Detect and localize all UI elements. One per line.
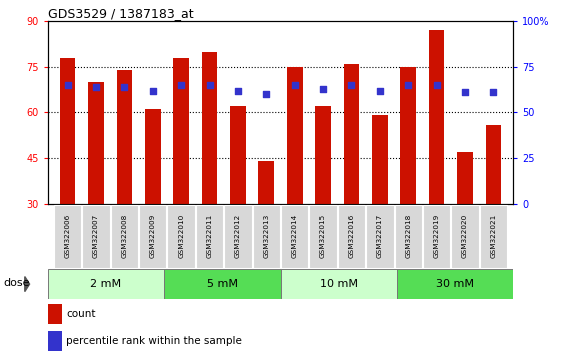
Bar (60, 58, 75, 204)
Point (319, 86, 328, 92)
Bar (401, 67, 416, 204)
Point (148, 88, 157, 93)
Bar (48, 269, 164, 299)
Point (63, 82, 72, 88)
Text: GSM322009: GSM322009 (150, 214, 156, 258)
Bar (196, 205, 223, 268)
Text: GSM322007: GSM322007 (93, 214, 99, 258)
Bar (145, 109, 160, 204)
Bar (315, 106, 331, 204)
Bar (280, 269, 397, 299)
Text: GSM322019: GSM322019 (434, 214, 440, 258)
Bar (452, 205, 479, 268)
Text: 2 mM: 2 mM (90, 279, 121, 289)
Bar (397, 269, 513, 299)
Point (290, 82, 299, 88)
Bar (54, 205, 81, 268)
Text: count: count (66, 309, 96, 319)
Bar (48, 331, 62, 351)
Bar (423, 205, 450, 268)
Bar (111, 205, 138, 268)
Point (489, 90, 498, 95)
Text: GSM322012: GSM322012 (235, 214, 241, 258)
Text: GSM322017: GSM322017 (377, 214, 383, 258)
Bar (252, 205, 280, 268)
Bar (202, 52, 217, 204)
Bar (366, 205, 393, 268)
Point (233, 88, 242, 93)
Bar (486, 125, 501, 204)
Text: GSM322008: GSM322008 (121, 214, 127, 258)
Text: GDS3529 / 1387183_at: GDS3529 / 1387183_at (48, 7, 194, 20)
Text: GSM322016: GSM322016 (348, 214, 355, 258)
Bar (429, 30, 444, 204)
Text: 5 mM: 5 mM (207, 279, 238, 289)
Text: percentile rank within the sample: percentile rank within the sample (66, 336, 242, 346)
Bar (344, 64, 359, 204)
Point (404, 82, 413, 88)
Point (177, 82, 186, 88)
Point (91, 84, 100, 90)
Point (432, 82, 441, 88)
Text: GSM322006: GSM322006 (65, 214, 71, 258)
Text: GSM322020: GSM322020 (462, 214, 468, 258)
Bar (48, 304, 62, 324)
Text: GSM322021: GSM322021 (490, 214, 496, 258)
Text: GSM322010: GSM322010 (178, 214, 184, 258)
Point (205, 82, 214, 88)
Bar (230, 106, 246, 204)
Text: GSM322015: GSM322015 (320, 214, 326, 258)
Text: GSM322018: GSM322018 (405, 214, 411, 258)
Bar (173, 58, 189, 204)
Point (120, 84, 129, 90)
Bar (224, 205, 251, 268)
Text: dose: dose (4, 278, 30, 287)
Bar (281, 205, 309, 268)
Text: GSM322014: GSM322014 (292, 214, 298, 258)
Bar (287, 67, 302, 204)
Bar (259, 161, 274, 204)
Bar (117, 70, 132, 204)
Point (461, 90, 470, 95)
Bar (139, 205, 167, 268)
Text: GSM322013: GSM322013 (263, 214, 269, 258)
Bar (372, 115, 388, 204)
Point (375, 88, 384, 93)
Text: 30 mM: 30 mM (436, 279, 474, 289)
Point (262, 91, 271, 97)
Bar (168, 205, 195, 268)
Text: GSM322011: GSM322011 (206, 214, 213, 258)
Bar (394, 205, 422, 268)
Bar (82, 205, 109, 268)
Point (347, 82, 356, 88)
Polygon shape (25, 276, 30, 292)
Bar (457, 152, 473, 204)
Bar (164, 269, 280, 299)
Bar (338, 205, 365, 268)
Bar (310, 205, 337, 268)
Bar (88, 82, 104, 204)
Text: 10 mM: 10 mM (320, 279, 358, 289)
Bar (480, 205, 507, 268)
